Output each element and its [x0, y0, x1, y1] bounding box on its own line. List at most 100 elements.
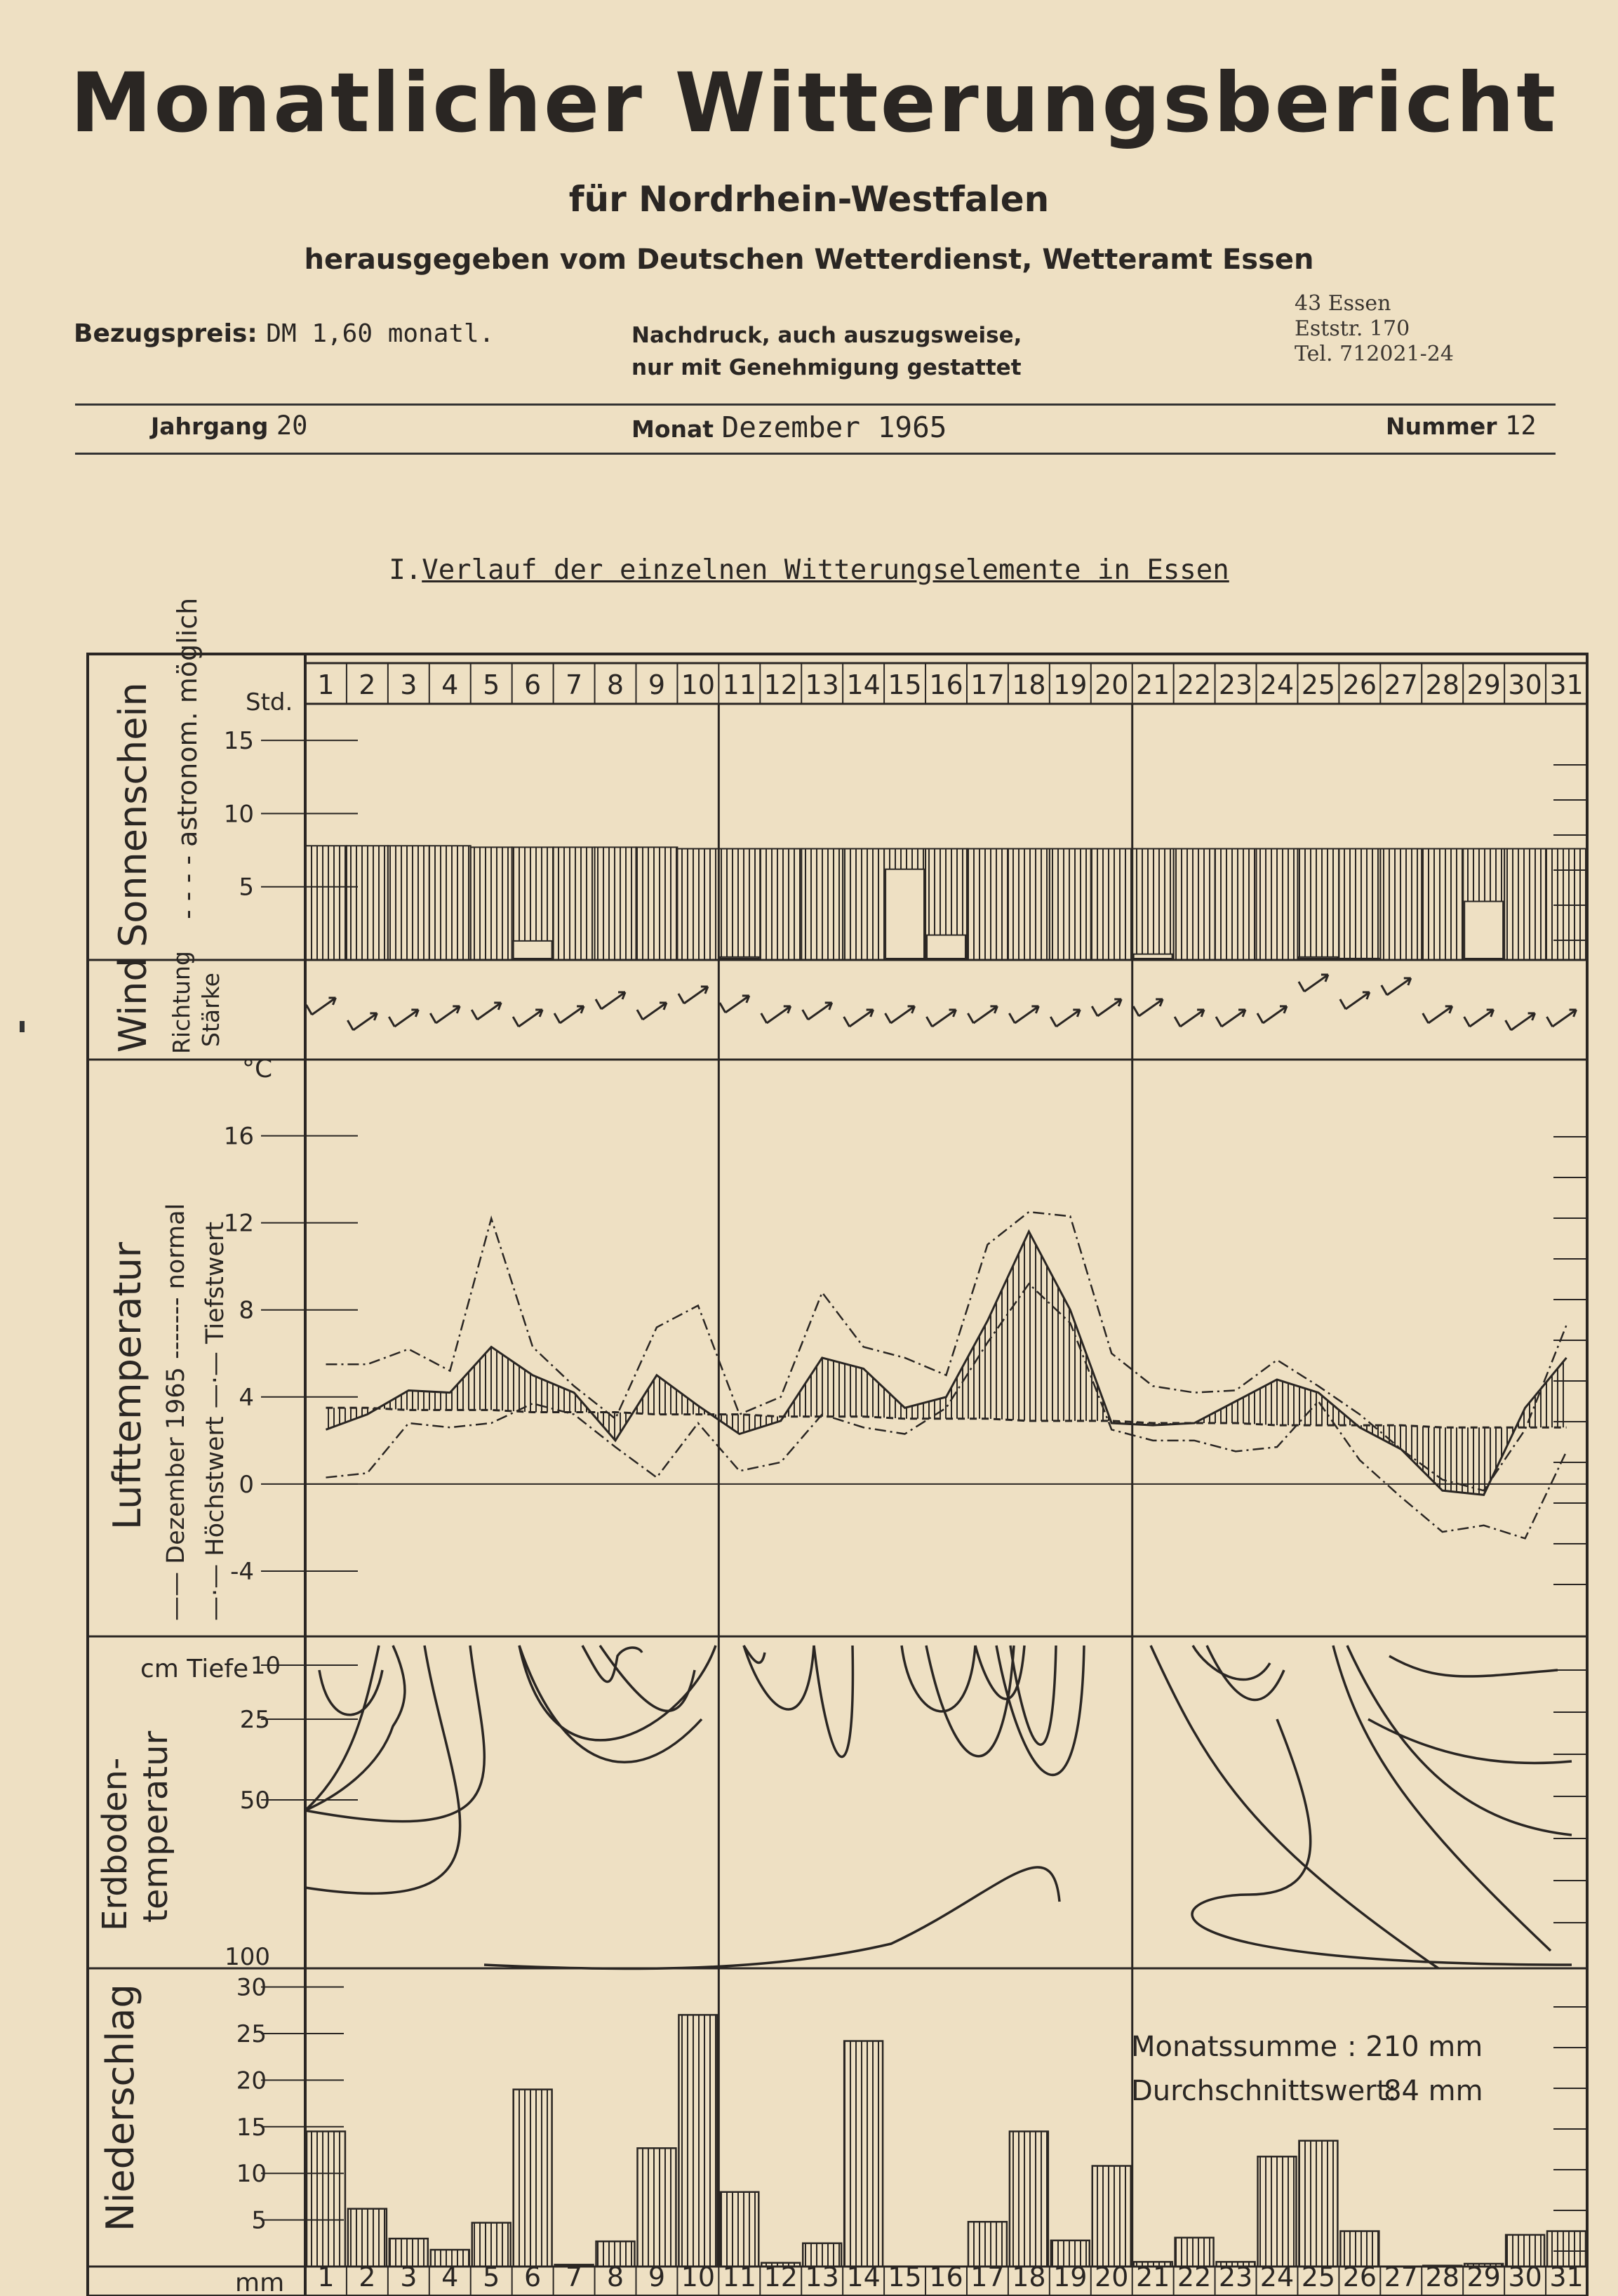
- sun-possible-bar: [759, 848, 803, 961]
- precip-bar: [1504, 2234, 1546, 2268]
- temp-min-line: [326, 1282, 1567, 1540]
- depth-tick-label: 25: [240, 1706, 270, 1734]
- precip-bar: [1174, 2236, 1215, 2268]
- day-label: 22: [1177, 669, 1211, 700]
- precip-sum-value: : 210 mm: [1347, 2031, 1483, 2063]
- wind-arrow: [636, 1001, 668, 1021]
- wind-arrow: [718, 994, 751, 1014]
- temp-unit: °C: [242, 1055, 272, 1083]
- wind-arrow: [760, 1005, 792, 1024]
- section-title-text: Verlauf der einzelnen Witterungselemente…: [422, 554, 1229, 586]
- precip-bar: [967, 2221, 1008, 2268]
- day-label: 3: [400, 669, 417, 700]
- precip-bar: [595, 2240, 636, 2268]
- day-label: 6: [524, 669, 541, 700]
- axis-tick-label: 5: [239, 874, 254, 902]
- sun-possible-bar: [1131, 848, 1175, 961]
- wind-arrow: [512, 1008, 544, 1028]
- precip-bar: [347, 2208, 388, 2268]
- wind-arrow: [388, 1008, 420, 1028]
- soil-isotherm: [305, 1645, 462, 1895]
- depth-tick-label: 50: [240, 1787, 270, 1815]
- address-line-1: 43 Essen: [1295, 291, 1391, 316]
- monat-label: Monat: [631, 415, 714, 443]
- day-label: 4: [441, 669, 458, 700]
- sun-possible-bar: [842, 848, 885, 961]
- sun-actual-bar: [926, 934, 966, 959]
- wind-label: Wind: [111, 957, 155, 1053]
- section-prefix: I.: [389, 554, 422, 586]
- precip-bar: [1215, 2261, 1256, 2268]
- axis-tick-label: 12: [224, 1210, 254, 1238]
- precip-label: Niederschlag: [98, 1984, 142, 2231]
- sun-possible-bar: [1255, 848, 1299, 961]
- sun-possible-bar: [1214, 848, 1257, 961]
- day-label: 28: [1426, 669, 1459, 700]
- jahrgang-label: Jahrgang: [151, 413, 269, 440]
- sun-actual-bar: [885, 868, 925, 959]
- header-rule-bottom: [75, 453, 1556, 455]
- soil-temperature-chart: 10 25 50 100: [225, 1645, 1572, 1971]
- soil-label-1: Erdboden-: [95, 1758, 135, 1931]
- precip-bar: [761, 2262, 801, 2268]
- reprint-line-2: nur mit Genehmigung gestattet: [631, 355, 1022, 380]
- precip-bar: [1339, 2230, 1380, 2268]
- day-label: 5: [483, 669, 500, 700]
- monat: Monat Dezember 1965: [631, 411, 947, 444]
- wind-arrow: [429, 1005, 461, 1024]
- day-label: 13: [805, 669, 839, 700]
- wind-arrow: [1546, 1008, 1577, 1028]
- sun-possible-bar: [1297, 848, 1340, 961]
- axis-tick-label: 15: [224, 727, 254, 755]
- soil-isotherm: [518, 1645, 703, 1763]
- temp-legend-1: —— Dezember 1965 ------- normal: [162, 1203, 190, 1621]
- precipitation-chart: 5 10 15 20 25 30: [236, 1974, 1587, 2268]
- day-header-top: 1 2 3 4 5 6 7 8 9 10 11 12 13 14 15 16 17 18 19 20 21 22 23 24 2…: [305, 662, 1589, 705]
- day-label: 12: [764, 669, 798, 700]
- day-label: 27: [1384, 2262, 1418, 2292]
- axis-tick-label: 16: [224, 1123, 254, 1151]
- precip-unit: mm: [235, 2269, 284, 2296]
- precip-bar: [843, 2040, 884, 2268]
- wind-arrow: [553, 1005, 585, 1024]
- precip-bar: [388, 2237, 429, 2268]
- day-label: 25: [1302, 669, 1335, 700]
- day-label: 16: [929, 2262, 963, 2292]
- temp-label: Lufttemperatur: [105, 1241, 149, 1530]
- precip-bar: [1050, 2239, 1091, 2268]
- sun-legend: - - - - astronom. möglich: [172, 598, 203, 919]
- axis-tick-label: 10: [236, 2160, 267, 2188]
- precip-bar: [1257, 2156, 1297, 2268]
- wind-arrow: [1132, 998, 1164, 1017]
- sun-actual-bar: [719, 956, 760, 960]
- wind-arrow: [1090, 998, 1123, 1017]
- wind-arrow: [1297, 973, 1330, 993]
- wind-arrow: [1256, 1005, 1288, 1024]
- day-label: 31: [1549, 669, 1583, 700]
- wind-sub-strength: Stärke: [197, 973, 225, 1047]
- reprint-notice: Nachdruck, auch auszugsweise, nur mit Ge…: [631, 319, 1022, 384]
- soil-isotherm: [1191, 1645, 1271, 1681]
- sun-possible-bar: [469, 846, 513, 961]
- wind-arrow: [1339, 991, 1371, 1010]
- wind-arrow: [1422, 1005, 1454, 1024]
- axis-tick-label: -4: [230, 1558, 254, 1586]
- sun-actual-bar: [1132, 953, 1173, 959]
- soil-label-2: temperatur: [136, 1731, 175, 1923]
- day-label: 15: [888, 2262, 921, 2292]
- sun-actual-bar: [512, 940, 553, 960]
- temp-mean-line: [325, 1229, 1567, 1496]
- wind-arrow: [677, 985, 709, 1005]
- day-label: 15: [888, 669, 921, 700]
- soil-isotherm: [1332, 1645, 1552, 1952]
- frame-outline: [86, 653, 1589, 2296]
- precip-bar: [1132, 2261, 1173, 2268]
- sun-possible-bar: [801, 848, 844, 961]
- soil-depth-label: cm Tiefe: [140, 1655, 248, 1683]
- axis-tick-label: 0: [239, 1471, 254, 1499]
- precip-bar: [1298, 2140, 1339, 2268]
- sun-possible-bar: [1545, 848, 1588, 961]
- wind-arrow: [305, 996, 337, 1016]
- jahrgang: Jahrgang 20: [151, 411, 307, 441]
- sun-possible-bar: [1421, 848, 1464, 961]
